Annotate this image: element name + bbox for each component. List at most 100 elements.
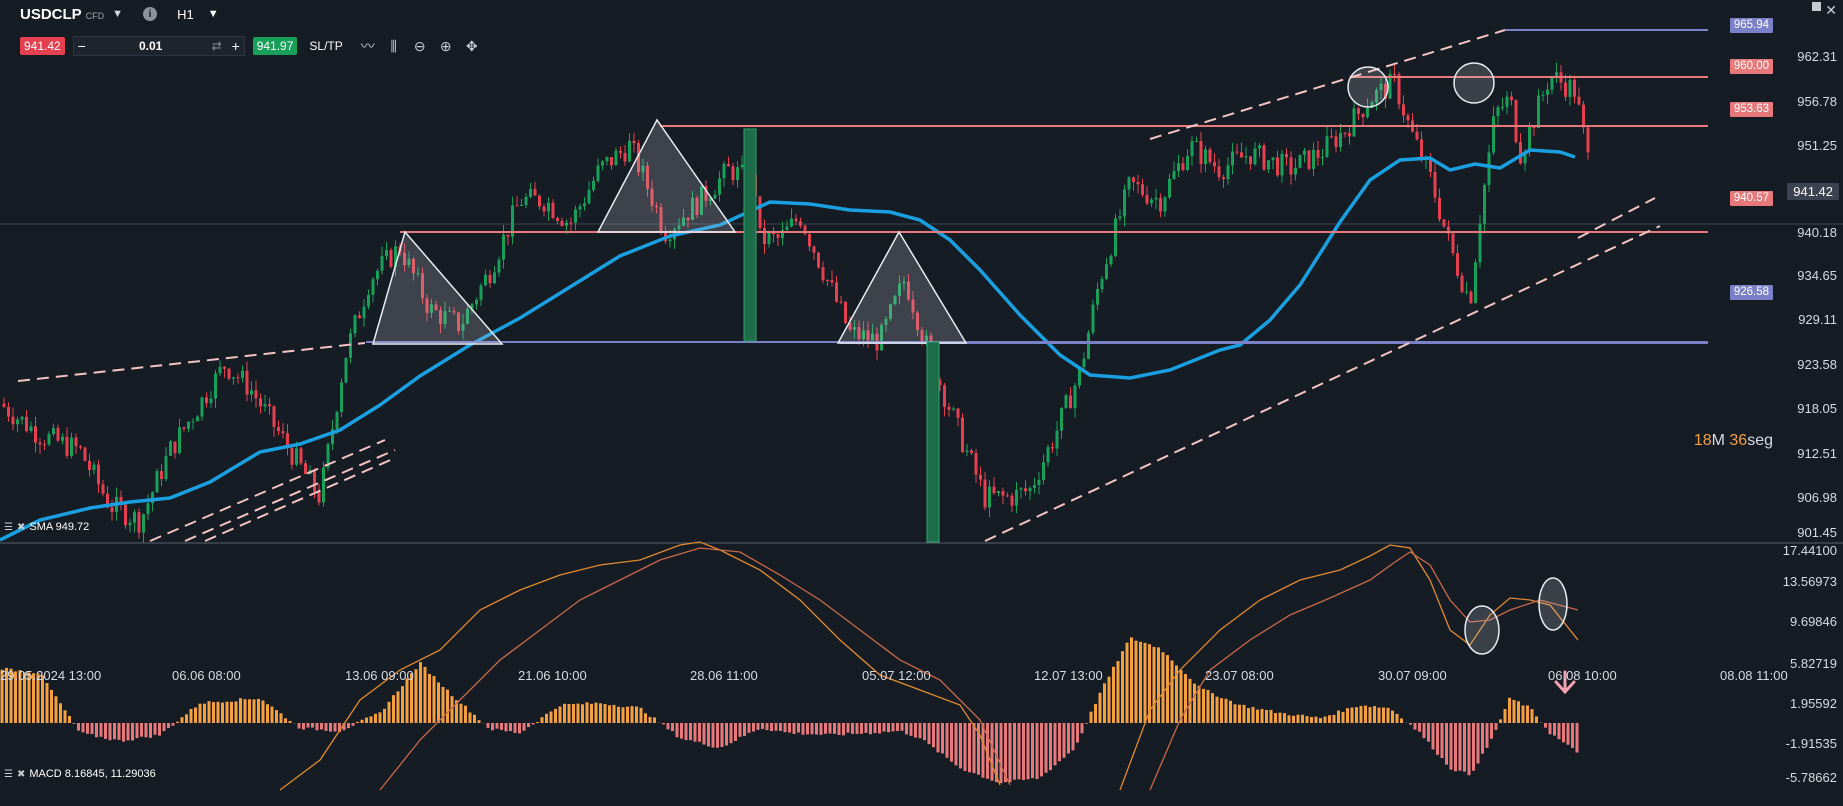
macd-bar [1481, 723, 1484, 754]
macd-bar [36, 673, 40, 723]
macd-bar [162, 723, 166, 731]
candle-body [880, 325, 883, 351]
candle-body [1483, 184, 1486, 224]
candle-body [781, 230, 784, 238]
candle-body [2, 403, 6, 407]
time-tick: 05.07 12:00 [862, 668, 931, 683]
candle-body [1415, 131, 1419, 140]
macd-bar [887, 723, 890, 733]
timeframe-select[interactable]: H1 ▼ [177, 7, 219, 22]
macd-bar [1220, 698, 1223, 723]
candle-body [1055, 430, 1059, 449]
candle-body [133, 512, 136, 523]
candle-body [1001, 491, 1005, 496]
candle-body [655, 205, 658, 208]
timer-seconds: 36 [1729, 432, 1748, 449]
level-label-965-94[interactable]: 965.94 [1729, 18, 1773, 33]
candle-body [1384, 83, 1387, 99]
candle-body [1249, 156, 1252, 165]
macd-bar [675, 723, 679, 738]
candle-body [1037, 479, 1041, 485]
settings-icon[interactable]: ☰ [4, 768, 13, 780]
quantity-input[interactable] [89, 38, 212, 54]
level-label-926-58[interactable]: 926.58 [1729, 285, 1773, 300]
close-icon[interactable]: ✕ [1825, 2, 1837, 18]
level-label-940-57[interactable]: 940.57 [1729, 191, 1773, 206]
candle-body [659, 207, 663, 232]
candle-body [704, 186, 708, 201]
sltp-button[interactable]: SL/TP [309, 39, 343, 53]
instrument-type: CFD [85, 11, 105, 21]
quantity-stepper[interactable]: − ⇄ + [72, 36, 245, 56]
candle-body [1555, 72, 1558, 77]
candle-body [1195, 141, 1198, 143]
level-label-960-00[interactable]: 960.00 [1729, 59, 1773, 74]
macd-bar [1116, 661, 1120, 723]
macd-bar [635, 706, 638, 723]
candle-body [268, 404, 271, 407]
candle-body [1532, 126, 1536, 129]
macd-bar [504, 723, 508, 732]
decrease-button[interactable]: − [77, 38, 86, 54]
symbol-dropdown-icon[interactable]: ▼ [112, 8, 124, 20]
ask-button[interactable]: 941.97 [252, 37, 298, 55]
chevron-down-icon: ▼ [207, 8, 219, 20]
candle-body [898, 283, 901, 296]
macd-bar [203, 703, 206, 723]
macd-bar [72, 723, 76, 724]
candle-body [466, 308, 469, 324]
candle-body [614, 150, 618, 166]
candle-body [911, 299, 915, 313]
symbol-name[interactable]: USDCLP [20, 5, 82, 23]
macd-bar [630, 706, 634, 723]
candle-body [1469, 291, 1473, 304]
price-tick: 962.31 [1797, 49, 1837, 64]
candle-body [1177, 163, 1180, 172]
settings-icon[interactable]: ☰ [4, 521, 13, 533]
macd-bar [1494, 723, 1498, 730]
macd-bar [540, 717, 544, 723]
zoom-in-icon[interactable]: ⊕ [439, 37, 452, 54]
remove-icon[interactable]: ✖ [16, 521, 26, 533]
level-label-953-63[interactable]: 953.63 [1729, 102, 1773, 117]
candle-body [965, 450, 969, 452]
macd-bar [1535, 716, 1538, 723]
candle-body [502, 234, 505, 260]
candle-body [1541, 94, 1545, 96]
macd-bar [518, 723, 521, 734]
candle-body [277, 426, 280, 432]
macd-legend[interactable]: ☰ ✖ MACD 8.16845, 11.29036 [4, 768, 156, 780]
macd-bar [1148, 644, 1151, 723]
swap-icon[interactable]: ⇄ [211, 39, 222, 53]
candle-body [826, 279, 829, 281]
candle-body [173, 441, 177, 454]
macd-bar [797, 723, 800, 733]
candle-body [1276, 157, 1279, 176]
zoom-out-icon[interactable]: ⊖ [413, 37, 426, 54]
macd-bar [995, 723, 998, 783]
window-icon[interactable] [1812, 2, 1821, 11]
line-chart-icon[interactable]: 〰 [360, 38, 375, 54]
macd-bar [288, 720, 292, 723]
macd-bar [837, 723, 841, 735]
candle-body [254, 390, 258, 399]
crosshair-icon[interactable]: ✥ [465, 37, 478, 54]
macd-line [279, 541, 1001, 791]
remove-icon[interactable]: ✖ [16, 768, 26, 780]
macd-bar [878, 723, 881, 734]
candle-body [353, 315, 357, 334]
macd-bar [1332, 714, 1336, 723]
macd-bar [324, 723, 328, 731]
bid-button[interactable]: 941.42 [20, 37, 65, 55]
macd-bar [1179, 670, 1183, 723]
sma-legend[interactable]: ☰ ✖ SMA 949.72 [4, 521, 89, 533]
candle-body [20, 416, 24, 420]
candle-body [299, 448, 303, 464]
info-icon[interactable]: i [143, 7, 158, 21]
candle-body [25, 416, 28, 431]
increase-button[interactable]: + [231, 38, 240, 54]
macd-bar [1049, 723, 1052, 771]
macd-bar [1265, 709, 1268, 723]
candles-icon[interactable]: ⫼ [390, 37, 397, 54]
